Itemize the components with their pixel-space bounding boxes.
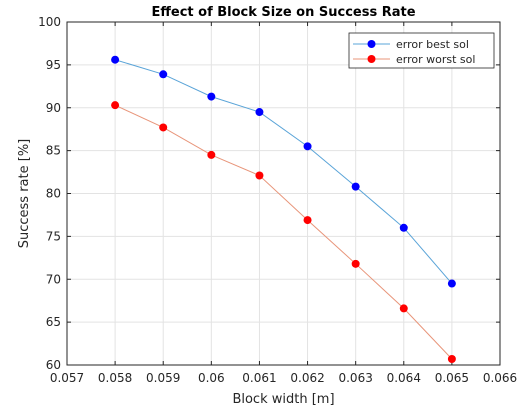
data-point bbox=[303, 142, 312, 151]
y-tick-label: 60 bbox=[46, 358, 61, 372]
x-tick-label: 0.059 bbox=[146, 371, 180, 385]
legend-label-1: error best sol bbox=[396, 38, 469, 51]
series-group bbox=[111, 55, 456, 363]
data-point bbox=[447, 354, 456, 363]
x-tick-label: 0.061 bbox=[242, 371, 276, 385]
y-tick-label: 90 bbox=[46, 101, 61, 115]
data-point bbox=[207, 92, 216, 101]
x-tick-label: 0.063 bbox=[338, 371, 372, 385]
data-point bbox=[351, 259, 360, 268]
ticks: 0.057 0.058 0.059 0.06 0.061 0.062 0.063 0.064 0… bbox=[38, 15, 517, 385]
series-line-1 bbox=[114, 59, 453, 284]
data-point bbox=[399, 223, 408, 232]
y-tick-label: 95 bbox=[46, 58, 61, 72]
x-tick-label: 0.06 bbox=[198, 371, 225, 385]
x-tick-label: 0.058 bbox=[98, 371, 132, 385]
y-tick-label: 65 bbox=[46, 315, 61, 329]
y-axis-label: Success rate [%] bbox=[17, 139, 32, 249]
data-point bbox=[159, 70, 168, 79]
legend-marker-1 bbox=[367, 40, 376, 48]
x-tick-label: 0.065 bbox=[435, 371, 469, 385]
chart-title: Effect of Block Size on Success Rate bbox=[151, 5, 415, 20]
y-tick-label: 100 bbox=[38, 15, 61, 29]
data-point bbox=[111, 101, 120, 110]
legend-label-2: error worst sol bbox=[396, 53, 475, 66]
legend-marker-2 bbox=[367, 55, 376, 63]
y-tick-label: 85 bbox=[46, 144, 61, 158]
x-axis-label: Block width [m] bbox=[232, 392, 334, 407]
data-point bbox=[399, 304, 408, 313]
grid bbox=[67, 22, 500, 365]
y-tick-label: 80 bbox=[46, 187, 61, 201]
data-point bbox=[255, 171, 264, 180]
x-tick-label: 0.062 bbox=[290, 371, 324, 385]
data-point bbox=[207, 150, 216, 159]
y-tick-label: 75 bbox=[46, 229, 61, 243]
legend: error best sol error worst sol bbox=[348, 32, 495, 69]
series-line-2 bbox=[114, 104, 453, 360]
x-tick-label: 0.057 bbox=[50, 371, 84, 385]
data-point bbox=[447, 279, 456, 288]
y-tick-label: 70 bbox=[46, 272, 61, 286]
data-point bbox=[159, 123, 168, 132]
data-point bbox=[303, 216, 312, 225]
data-point bbox=[255, 108, 264, 117]
data-point bbox=[111, 55, 120, 64]
x-tick-label: 0.064 bbox=[387, 371, 421, 385]
data-point bbox=[351, 182, 360, 191]
x-tick-label: 0.066 bbox=[483, 371, 517, 385]
